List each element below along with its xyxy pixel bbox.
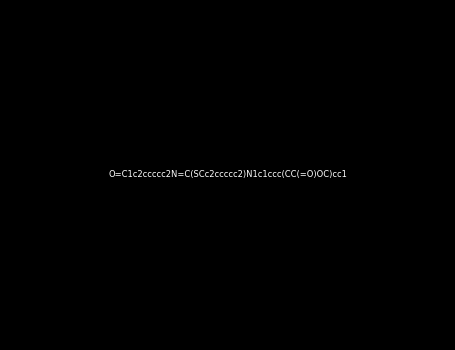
Text: O=C1c2ccccc2N=C(SCc2ccccc2)N1c1ccc(CC(=O)OC)cc1: O=C1c2ccccc2N=C(SCc2ccccc2)N1c1ccc(CC(=O…: [108, 170, 347, 180]
